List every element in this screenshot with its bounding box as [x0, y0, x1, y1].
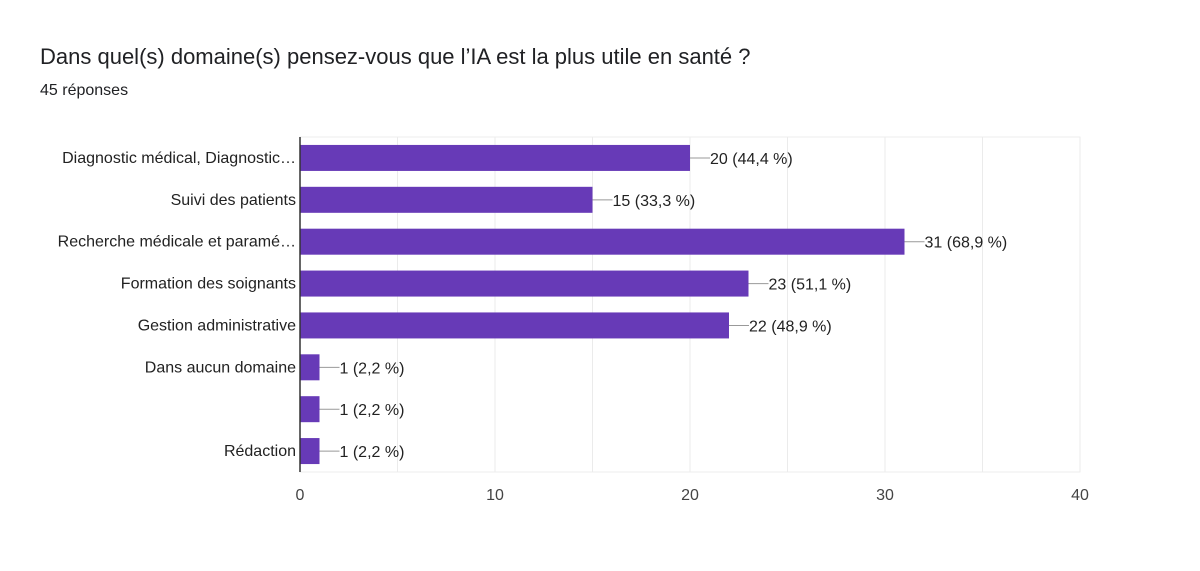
category-label: Formation des soignants [121, 276, 296, 293]
data-label: 15 (33,3 %) [613, 193, 696, 210]
bar [300, 186, 593, 213]
bar [300, 354, 320, 381]
x-tick-label: 30 [876, 487, 894, 504]
bar [300, 228, 905, 255]
data-label: 23 (51,1 %) [769, 277, 852, 294]
x-tick-label: 10 [486, 487, 504, 504]
bar [300, 438, 320, 465]
data-label: 22 (48,9 %) [749, 318, 832, 335]
data-label: 31 (68,9 %) [925, 235, 1008, 252]
data-label: 1 (2,2 %) [340, 360, 405, 377]
bar [300, 144, 690, 171]
data-label: 1 (2,2 %) [340, 444, 405, 461]
response-count: 45 réponses [40, 82, 129, 99]
x-tick-label: 40 [1071, 487, 1089, 504]
bar [300, 270, 749, 297]
category-label: Dans aucun domaine [145, 359, 296, 376]
x-tick-label: 0 [296, 487, 305, 504]
category-label: Diagnostic médical, Diagnostic… [62, 150, 296, 167]
chart-title: Dans quel(s) domaine(s) pensez-vous que … [40, 44, 751, 69]
x-tick-label: 20 [681, 487, 699, 504]
bar [300, 312, 729, 339]
data-label: 1 (2,2 %) [340, 402, 405, 419]
category-label: Gestion administrative [138, 317, 296, 334]
category-label: Rédaction [224, 443, 296, 460]
data-label: 20 (44,4 %) [710, 151, 793, 168]
category-label: Recherche médicale et paramé… [58, 234, 296, 251]
bar [300, 396, 320, 423]
category-label: Suivi des patients [171, 192, 296, 209]
